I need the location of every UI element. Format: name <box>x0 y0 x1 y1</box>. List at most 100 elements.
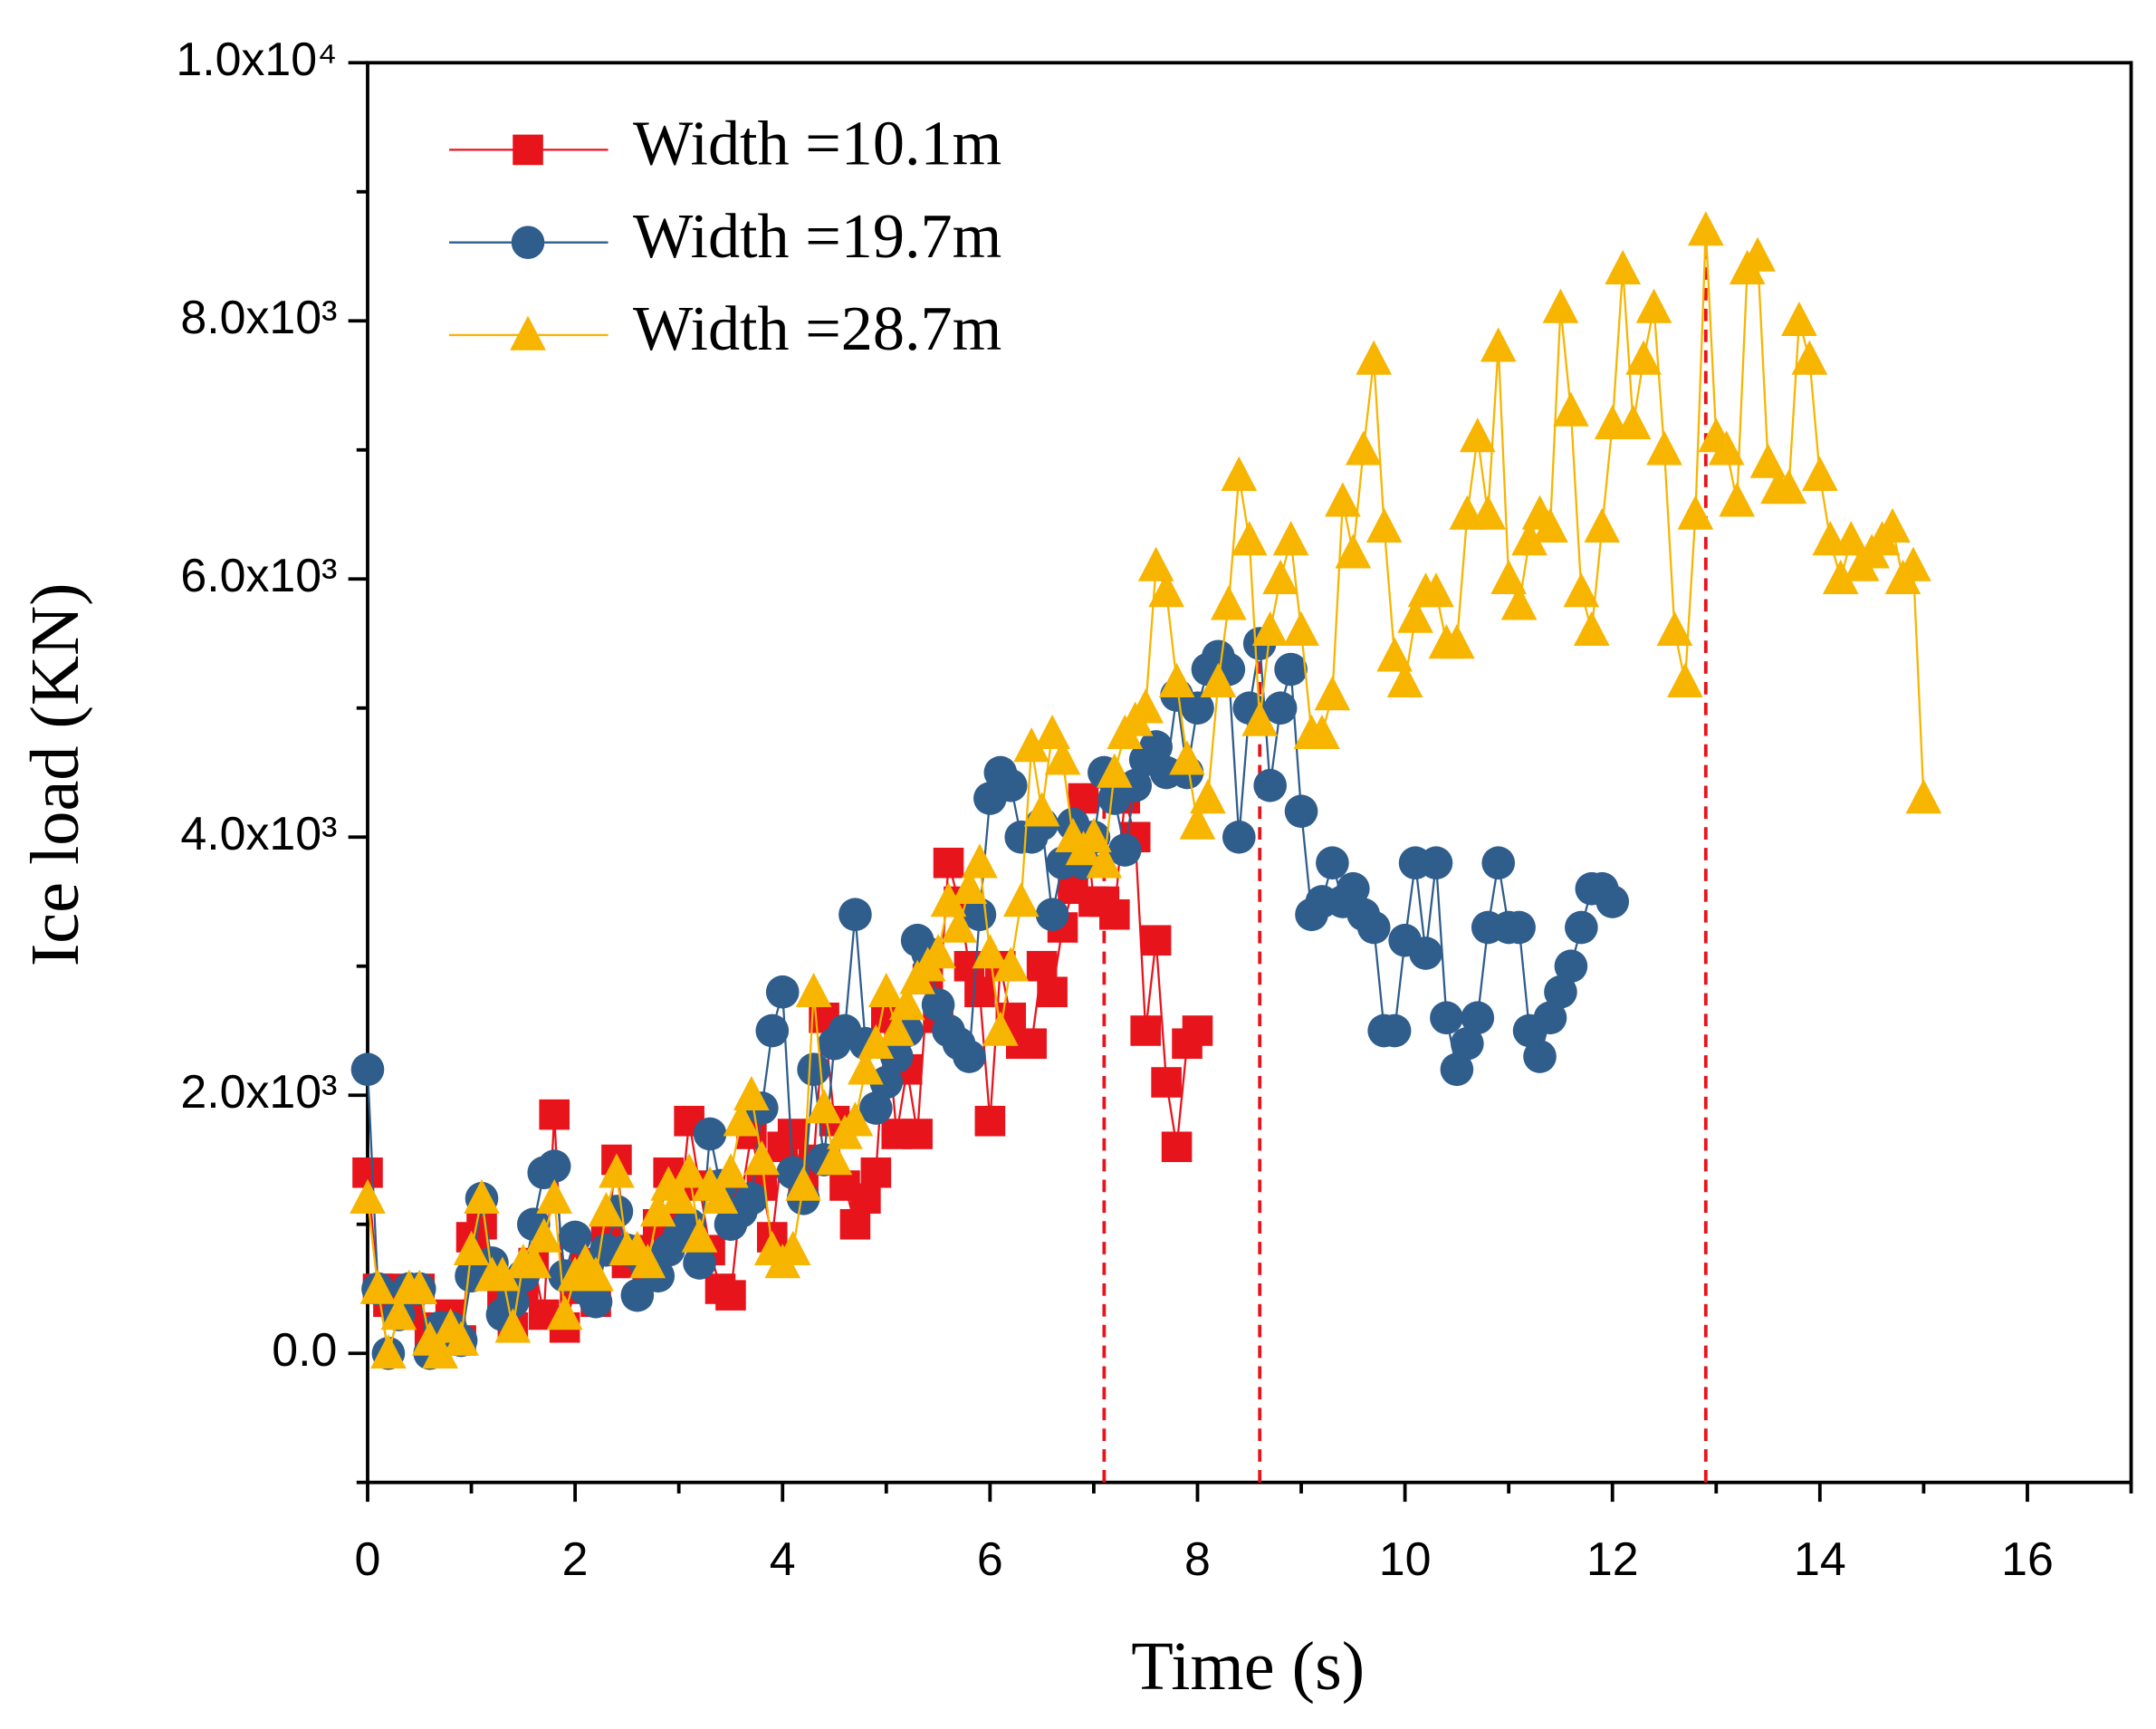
marker <box>1544 975 1577 1009</box>
x-tick-label: 10 <box>1379 1532 1432 1585</box>
x-tick-label: 2 <box>562 1532 589 1585</box>
marker <box>867 972 905 1008</box>
marker <box>599 1153 635 1188</box>
marker <box>1833 521 1870 556</box>
marker <box>1802 456 1838 492</box>
marker <box>878 1011 915 1046</box>
marker <box>933 847 964 879</box>
marker <box>1127 688 1164 724</box>
marker <box>693 1117 727 1151</box>
marker <box>1107 833 1142 867</box>
marker <box>1314 676 1351 711</box>
marker <box>1523 1040 1557 1073</box>
marker <box>443 1321 479 1356</box>
marker <box>964 976 995 1008</box>
marker <box>464 1178 500 1215</box>
marker <box>1635 288 1672 323</box>
legend-marker <box>511 226 545 259</box>
marker <box>1148 572 1184 608</box>
marker <box>1905 779 1942 814</box>
marker <box>1386 662 1423 698</box>
marker <box>1719 482 1756 517</box>
marker <box>1480 327 1517 362</box>
marker <box>1532 507 1568 543</box>
marker <box>1584 507 1621 543</box>
marker <box>962 843 998 879</box>
marker <box>1553 391 1589 427</box>
marker <box>620 1278 655 1312</box>
marker <box>1182 1015 1213 1046</box>
marker <box>1377 1013 1412 1048</box>
marker <box>1687 211 1724 246</box>
marker <box>1151 1067 1182 1098</box>
marker <box>1263 691 1298 725</box>
y-tick-label: 2.0x10³ <box>180 1065 337 1118</box>
marker <box>1376 637 1413 672</box>
x-tick-label: 8 <box>1184 1532 1211 1585</box>
marker <box>1137 546 1174 581</box>
marker <box>816 1140 853 1176</box>
marker <box>1419 846 1453 880</box>
legend-label: Width =19.7m <box>633 201 1001 272</box>
x-tick-label: 6 <box>977 1532 1003 1585</box>
marker <box>715 1280 746 1311</box>
marker <box>1231 521 1268 556</box>
marker <box>1822 559 1859 595</box>
marker <box>1325 482 1361 517</box>
marker <box>1554 949 1588 984</box>
marker <box>858 1023 895 1060</box>
marker <box>579 1284 613 1319</box>
marker <box>1365 507 1403 543</box>
marker <box>1418 572 1454 608</box>
marker <box>1002 882 1040 917</box>
marker <box>1605 249 1642 285</box>
marker <box>683 1246 716 1280</box>
marker <box>1397 598 1433 633</box>
marker <box>1251 610 1289 647</box>
marker <box>350 1178 386 1215</box>
marker <box>1625 340 1662 375</box>
marker <box>1409 937 1442 970</box>
marker <box>453 1230 490 1266</box>
x-tick-label: 16 <box>2001 1532 2054 1585</box>
marker <box>974 1105 1006 1137</box>
marker <box>1595 885 1630 918</box>
marker <box>1573 610 1610 647</box>
marker <box>422 1333 459 1369</box>
marker <box>1013 727 1050 763</box>
marker <box>1076 817 1112 853</box>
marker <box>558 1220 592 1254</box>
marker <box>1283 610 1319 647</box>
marker <box>1470 495 1507 530</box>
marker <box>350 1052 385 1087</box>
marker <box>1440 1052 1474 1087</box>
marker <box>1284 794 1318 829</box>
marker <box>1274 652 1308 687</box>
marker <box>848 1050 884 1085</box>
series <box>350 627 1630 1370</box>
marker <box>920 934 956 969</box>
marker <box>1345 430 1382 466</box>
x-tick-label: 4 <box>770 1532 796 1585</box>
marker <box>1316 846 1349 880</box>
marker <box>992 946 1030 982</box>
series <box>350 211 1942 1369</box>
marker <box>1677 495 1714 530</box>
marker <box>496 1284 530 1319</box>
x-tick-label: 14 <box>1794 1532 1846 1585</box>
marker <box>1667 662 1703 698</box>
plot-frame <box>366 61 2133 1484</box>
marker <box>1459 418 1496 453</box>
marker <box>578 1256 614 1292</box>
marker <box>359 1269 397 1304</box>
marker <box>1034 714 1070 750</box>
marker <box>1016 1028 1047 1060</box>
marker <box>1565 910 1598 945</box>
marker <box>785 1166 821 1201</box>
marker <box>972 934 1009 969</box>
marker <box>1739 236 1776 272</box>
marker <box>743 1140 781 1176</box>
y-tick-label: 6.0x10³ <box>180 549 337 601</box>
marker <box>1272 521 1309 556</box>
